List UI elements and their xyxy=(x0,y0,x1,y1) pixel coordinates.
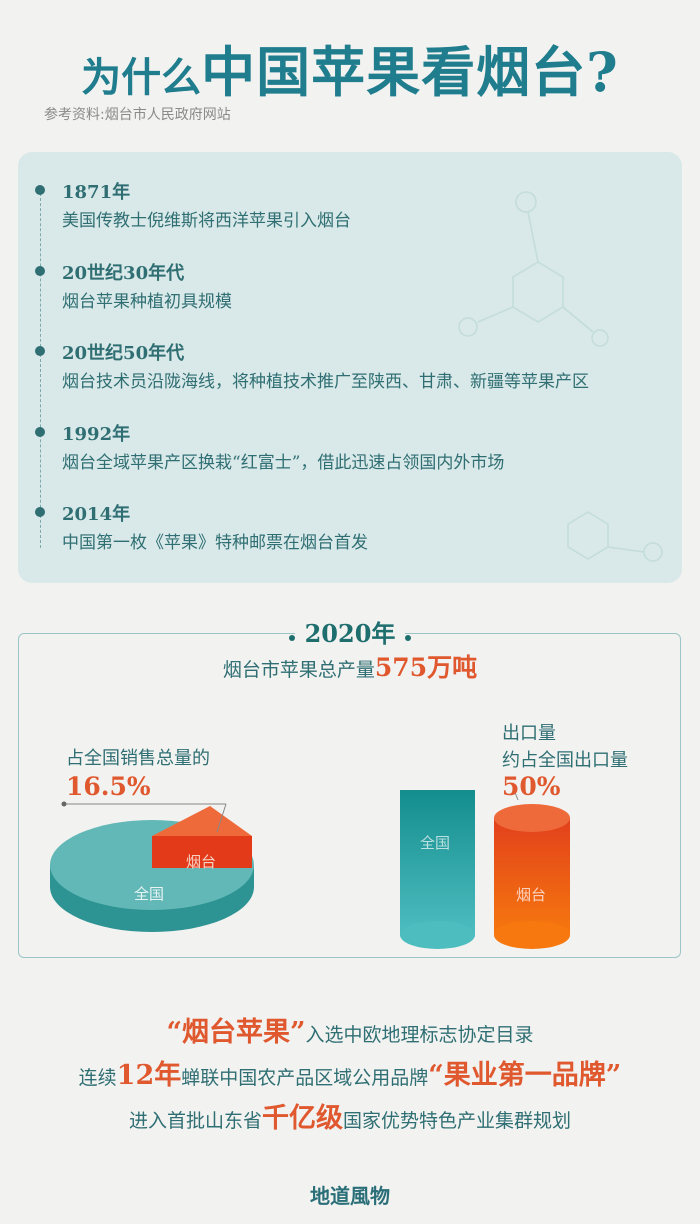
pie-slice-yantai-side xyxy=(152,836,252,868)
source-note: 参考资料:烟台市人民政府网站 xyxy=(44,107,231,123)
molecule-decoration xyxy=(458,191,663,562)
timeline-line xyxy=(40,188,41,548)
cylinder-chart xyxy=(400,790,570,949)
pie-chart xyxy=(50,801,254,932)
highlight-line-1: “烟台苹果”入选中欧地理标志协定目录 xyxy=(0,1010,700,1049)
page-title: 为什么中国苹果看烟台? xyxy=(0,28,700,107)
timeline-dot xyxy=(35,266,45,276)
bullet-dot xyxy=(405,634,412,641)
highlight-line-2: 连续12年蝉联中国农产品区域公用品牌“果业第一品牌” xyxy=(0,1053,700,1092)
pie-label-yantai: 烟台 xyxy=(186,853,217,871)
timeline-year: 2014年 xyxy=(62,504,131,525)
highlight: “烟台苹果” xyxy=(166,1017,306,1048)
sales-label: 占全国销售总量的 xyxy=(66,748,210,769)
production-value: 575万吨 xyxy=(374,653,478,682)
timeline-dot xyxy=(35,185,45,195)
timeline-desc: 烟台全域苹果产区换栽“红富士”，借此迅速占领国内外市场 xyxy=(62,453,505,473)
timeline-panel: 1871年美国传教士倪维斯将西洋苹果引入烟台 20世纪30年代烟台苹果种植初具规… xyxy=(18,152,682,583)
timeline-dot xyxy=(35,346,45,356)
highlight-line-3: 进入首批山东省千亿级国家优势特色产业集群规划 xyxy=(0,1096,700,1135)
stats-subtitle: 烟台市苹果总产量575万吨 xyxy=(0,648,700,684)
highlight: “果业第一品牌” xyxy=(428,1060,622,1091)
cylinder-label-yantai: 烟台 xyxy=(516,886,547,904)
timeline-year: 1871年 xyxy=(62,182,131,203)
cylinder-yantai xyxy=(494,818,570,935)
pie-label-national: 全国 xyxy=(134,885,165,903)
brand-logo: 地道風物 xyxy=(310,1184,390,1208)
line-text: 进入首批山东省 xyxy=(128,1110,262,1132)
export-label-1: 出口量 xyxy=(502,723,556,744)
timeline-year: 20世纪50年代 xyxy=(62,343,185,364)
timeline-year: 1992年 xyxy=(62,424,131,445)
export-percent: 50% xyxy=(502,772,561,801)
subtitle-text: 烟台市苹果总产量 xyxy=(222,659,375,681)
line-text: 入选中欧地理标志协定目录 xyxy=(305,1024,534,1046)
timeline-desc: 中国第一枚《苹果》特种邮票在烟台首发 xyxy=(62,533,368,553)
stats-year-text: 2020年 xyxy=(294,619,406,648)
sales-percent: 16.5% xyxy=(66,772,151,801)
timeline-desc: 烟台技术员沿陇海线，将种植技术推广至陕西、甘肃、新疆等苹果产区 xyxy=(62,372,589,392)
timeline-year: 20世纪30年代 xyxy=(62,263,185,284)
highlight: 12年 xyxy=(116,1060,182,1091)
pie-slice-yantai xyxy=(152,806,252,836)
title-main: 中国苹果看烟台? xyxy=(201,40,619,104)
highlight: 千亿级 xyxy=(262,1103,343,1134)
timeline-dot xyxy=(35,427,45,437)
timeline-dot xyxy=(35,507,45,517)
bullet-dot xyxy=(288,634,295,641)
line-text: 国家优势特色产业集群规划 xyxy=(343,1110,572,1132)
charts-svg xyxy=(50,790,570,949)
line-text: 连续 xyxy=(78,1067,117,1089)
stats-year: 2020年 xyxy=(0,614,700,649)
export-label-2: 约占全国出口量 xyxy=(502,750,628,771)
cylinder-national xyxy=(400,790,475,935)
title-prefix: 为什么 xyxy=(81,54,202,101)
timeline-desc: 美国传教士倪维斯将西洋苹果引入烟台 xyxy=(62,211,351,231)
cylinder-label-national: 全国 xyxy=(420,834,451,852)
line-text: 蝉联中国农产品区域公用品牌 xyxy=(181,1067,429,1089)
timeline-desc: 烟台苹果种植初具规模 xyxy=(62,292,232,312)
